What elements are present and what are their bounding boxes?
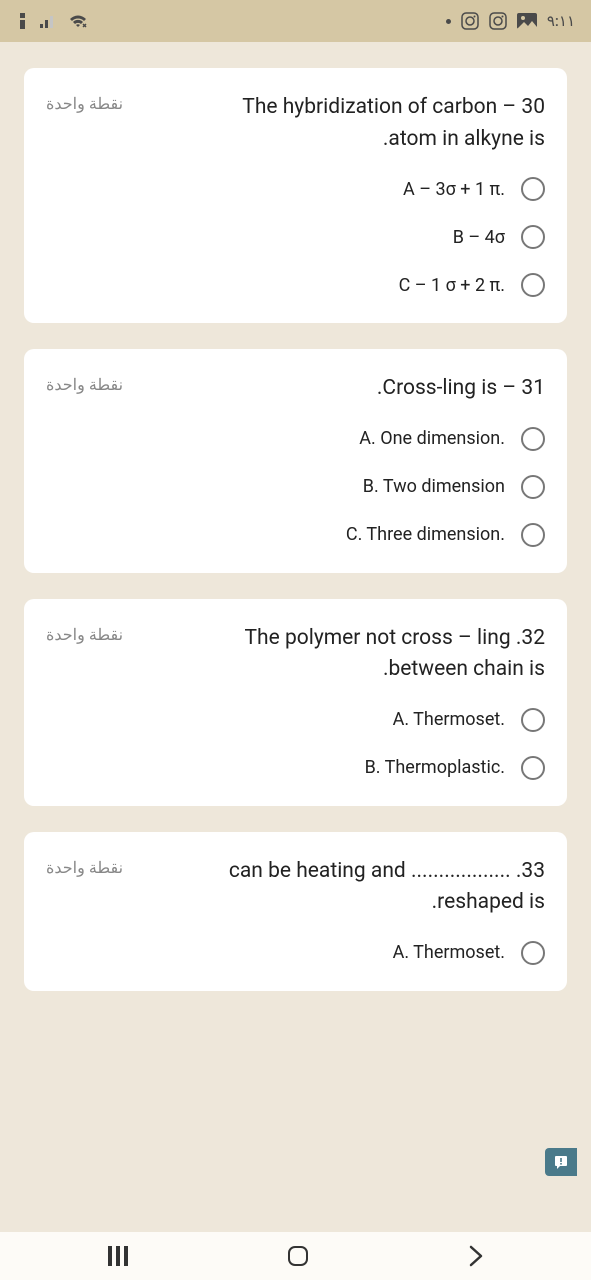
status-left [16,13,88,29]
option-row[interactable]: C – 1 σ + 2 π. [46,273,545,297]
gallery-icon [517,13,537,29]
option-row[interactable]: A – 3σ + 1 π. [46,177,545,201]
question-card: نقطة واحدة can be heating and ..........… [24,832,567,991]
option-label: B – 4σ [453,227,505,248]
option-label: B. Two dimension [363,476,505,497]
points-label: نقطة واحدة [46,623,123,644]
points-label: نقطة واحدة [46,856,123,877]
question-text: The polymer not cross – ling .32 .betwee… [137,623,545,686]
radio-icon[interactable] [521,523,545,547]
nav-bar [0,1232,591,1280]
option-row[interactable]: A. One dimension. [46,427,545,451]
option-row[interactable]: B – 4σ [46,225,545,249]
radio-icon[interactable] [521,427,545,451]
option-label: C – 1 σ + 2 π. [399,275,505,296]
question-card: نقطة واحدة The hybridization of carbon –… [24,68,567,323]
exclaim-icon [553,1154,569,1170]
points-label: نقطة واحدة [46,373,123,394]
signal-icon [40,14,58,28]
radio-icon[interactable] [521,756,545,780]
instagram-icon [461,12,479,30]
instagram-icon [489,12,507,30]
nav-recent[interactable] [108,1246,130,1266]
option-row[interactable]: A. Thermoset. [46,708,545,732]
option-label: A. Thermoset. [393,709,505,730]
option-label: B. Thermoplastic. [365,757,505,778]
option-label: A. One dimension. [359,428,505,449]
question-card: نقطة واحدة The polymer not cross – ling … [24,599,567,806]
radio-icon[interactable] [521,708,545,732]
radio-icon[interactable] [521,273,545,297]
nav-home[interactable] [286,1244,310,1268]
status-right: ٩:١١ [446,12,575,30]
option-row[interactable]: A. Thermoset. [46,941,545,965]
radio-icon[interactable] [521,941,545,965]
status-clock: ٩:١١ [547,12,575,30]
nav-back[interactable] [467,1245,483,1267]
wifi-icon [68,13,88,29]
option-label: C. Three dimension. [346,524,505,545]
info-icon [16,13,30,29]
option-row[interactable]: B. Two dimension [46,475,545,499]
content-area: نقطة واحدة The hybridization of carbon –… [0,42,591,991]
back-icon [467,1245,483,1267]
option-label: A. Thermoset. [393,942,505,963]
option-label: A – 3σ + 1 π. [403,179,505,200]
feedback-button[interactable] [545,1148,577,1176]
radio-icon[interactable] [521,177,545,201]
recent-icon [108,1246,130,1266]
home-icon [286,1244,310,1268]
question-text: .Cross-ling is – 31 [137,373,545,405]
option-row[interactable]: C. Three dimension. [46,523,545,547]
question-card: نقطة واحدة .Cross-ling is – 31 A. One di… [24,349,567,573]
points-label: نقطة واحدة [46,92,123,113]
status-bar: ٩:١١ [0,0,591,42]
question-text: The hybridization of carbon – 30 .atom i… [137,92,545,155]
radio-icon[interactable] [521,225,545,249]
radio-icon[interactable] [521,475,545,499]
option-row[interactable]: B. Thermoplastic. [46,756,545,780]
dot-icon [446,19,451,24]
question-text: can be heating and .................. .3… [137,856,545,919]
